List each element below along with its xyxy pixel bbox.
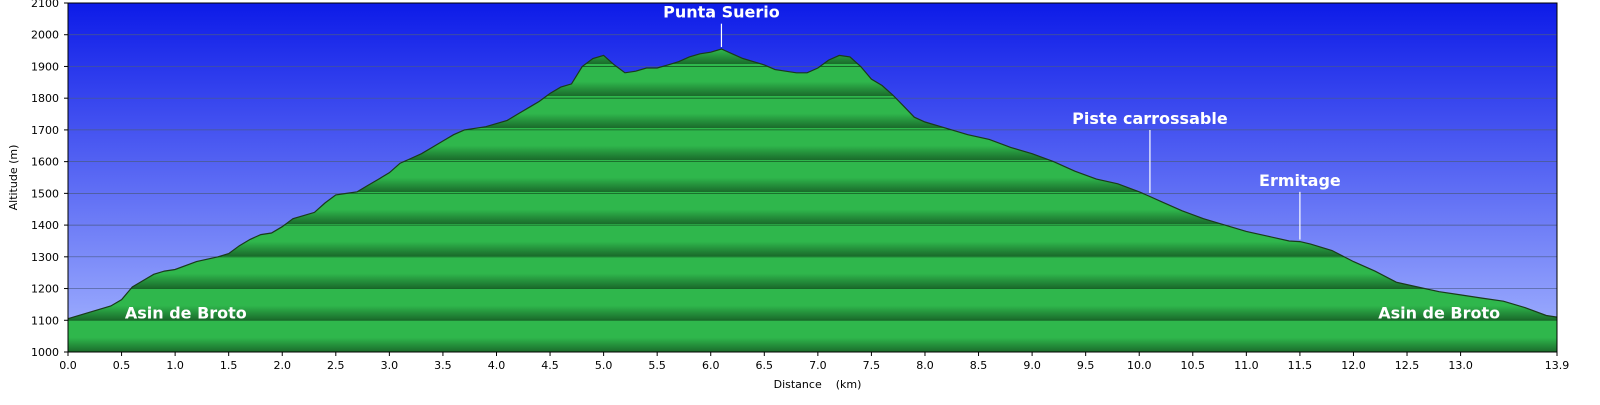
annotation-label: Ermitage — [1259, 171, 1341, 190]
x-tick-label: 7.5 — [863, 359, 881, 372]
y-tick-label: 1900 — [31, 60, 59, 73]
y-tick-label: 2100 — [31, 0, 59, 10]
y-tick-label: 1500 — [31, 187, 59, 200]
y-tick-label: 1000 — [31, 346, 59, 359]
x-tick-label: 2.5 — [327, 359, 345, 372]
x-tick-label: 0.0 — [59, 359, 77, 372]
x-tick-label: 0.5 — [113, 359, 131, 372]
x-tick-label: 9.5 — [1077, 359, 1095, 372]
y-tick-label: 1400 — [31, 219, 59, 232]
x-tick-label: 2.0 — [273, 359, 291, 372]
annotation-label: Asin de Broto — [125, 303, 247, 322]
x-tick-label: 1.0 — [166, 359, 184, 372]
elevation-line — [67, 48, 1558, 320]
y-tick-label: 1100 — [31, 314, 59, 327]
x-tick-label: 8.5 — [970, 359, 988, 372]
x-tick-label: 6.5 — [756, 359, 774, 372]
x-tick-label: 4.0 — [488, 359, 506, 372]
x-tick-label: 13.9 — [1545, 359, 1570, 372]
x-tick-label: 8.0 — [916, 359, 934, 372]
x-tick-label: 11.0 — [1234, 359, 1259, 372]
x-tick-label: 5.5 — [648, 359, 666, 372]
annotations: Punta Suerio Piste carrossable Ermitage Asi… — [125, 3, 1500, 323]
x-tick-label: 13.0 — [1448, 359, 1473, 372]
x-tick-label: 7.0 — [809, 359, 827, 372]
x-tick-label: 12.5 — [1395, 359, 1420, 372]
y-tick-label: 1300 — [31, 251, 59, 264]
x-tick-label: 10.5 — [1181, 359, 1206, 372]
x-tick-label: 11.5 — [1288, 359, 1313, 372]
annotation-label: Asin de Broto — [1378, 303, 1500, 322]
plot-frame — [67, 2, 1558, 353]
annotation-label: Piste carrossable — [1072, 109, 1228, 128]
x-tick-label: 1.5 — [220, 359, 238, 372]
x-tick-label: 4.5 — [541, 359, 559, 372]
y-axis: 1000 1100 1200 1300 1400 1500 1600 1700 1800 1900… — [31, 0, 68, 359]
x-tick-label: 9.0 — [1023, 359, 1041, 372]
y-tick-label: 1800 — [31, 92, 59, 105]
elevation-area — [68, 49, 1557, 352]
x-axis: 0.0 0.5 1.0 1.5 2.0 2.5 3.0 3.5 4.0 4.5 5.0 5.5 6.0 6… — [59, 352, 1569, 372]
x-tick-label: 12.0 — [1341, 359, 1366, 372]
annotation-label: Punta Suerio — [663, 3, 780, 22]
y-tick-label: 1600 — [31, 156, 59, 169]
y-axis-title: Altitude (m) — [7, 145, 20, 211]
x-tick-label: 5.0 — [595, 359, 613, 372]
x-tick-label: 10.0 — [1127, 359, 1152, 372]
y-tick-label: 1200 — [31, 283, 59, 296]
x-axis-title: Distance (km) — [774, 378, 862, 391]
y-tick-label: 2000 — [31, 29, 59, 42]
x-tick-label: 3.5 — [434, 359, 452, 372]
x-tick-label: 6.0 — [702, 359, 720, 372]
x-tick-label: 3.0 — [381, 359, 399, 372]
y-tick-label: 1700 — [31, 124, 59, 137]
